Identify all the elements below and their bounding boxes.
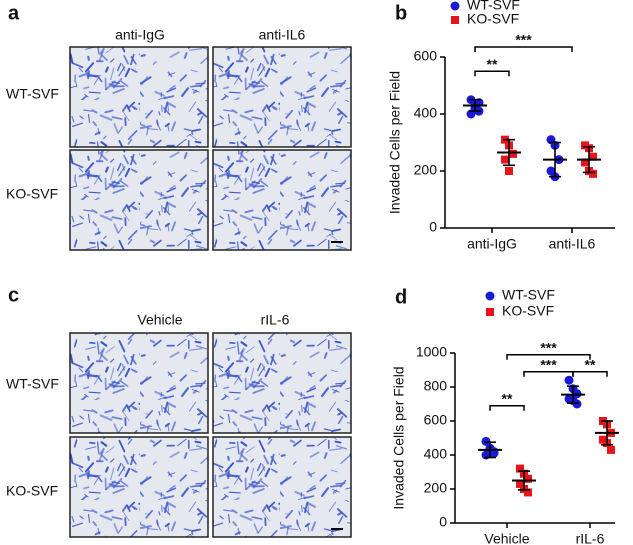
legend-label: WT-SVF [502, 287, 555, 303]
y-tick-label: 200 [424, 480, 448, 496]
micrograph [69, 149, 209, 251]
data-point [572, 399, 582, 409]
significance-bracket [474, 46, 573, 53]
legend-marker [486, 308, 494, 316]
data-point [501, 155, 509, 164]
micrograph [212, 46, 352, 148]
legend-marker [485, 291, 495, 301]
legend-label: WT-SVF [467, 0, 520, 13]
significance-label: ** [487, 56, 498, 72]
y-axis-label: Invaded Cells per Field [391, 366, 407, 509]
legend-label: KO-SVF [502, 303, 554, 319]
x-tick-label: anti-IL6 [549, 236, 596, 252]
x-tick-label: anti-IgG [467, 236, 517, 252]
significance-label: *** [540, 356, 557, 372]
y-tick-label: 1000 [416, 344, 447, 360]
y-tick-label: 0 [429, 219, 437, 235]
data-point [564, 375, 574, 385]
legend-marker [450, 1, 460, 11]
x-tick-label: rIL-6 [576, 531, 605, 545]
legend-marker [451, 16, 459, 24]
y-tick-label: 400 [424, 446, 448, 462]
data-point [589, 152, 597, 161]
data-point [524, 488, 532, 497]
data-point [505, 167, 513, 175]
significance-bracket [523, 370, 574, 377]
y-tick-label: 200 [414, 162, 438, 178]
legend-label: KO-SVF [467, 11, 519, 27]
significance-bracket [506, 353, 591, 360]
significance-label: ** [502, 390, 513, 406]
row-label: KO-SVF [6, 483, 58, 499]
data-point [481, 436, 491, 446]
column-label: Vehicle [137, 312, 182, 328]
significance-label: *** [540, 339, 557, 355]
panel-letter: d [395, 286, 407, 308]
data-point [509, 149, 517, 158]
data-point [516, 464, 524, 473]
micrograph [212, 332, 352, 434]
data-point [516, 479, 524, 488]
column-label: anti-IL6 [259, 27, 306, 43]
micrograph [69, 46, 209, 148]
micrograph [69, 436, 209, 538]
row-label: WT-SVF [6, 86, 59, 102]
significance-bracket [572, 370, 608, 377]
micrograph [69, 332, 209, 434]
data-point [524, 474, 532, 483]
row-label: WT-SVF [6, 376, 59, 392]
data-point [607, 445, 615, 454]
significance-bracket [489, 404, 525, 411]
y-tick-label: 600 [424, 412, 448, 428]
micrograph [212, 436, 352, 538]
data-point [489, 448, 499, 458]
y-tick-label: 600 [414, 48, 438, 64]
y-axis-label: Invaded Cells per Field [387, 71, 403, 214]
panel-letter: a [8, 2, 20, 24]
y-tick-label: 400 [414, 105, 438, 121]
x-tick-label: Vehicle [484, 531, 529, 545]
column-label: rIL-6 [261, 312, 290, 328]
column-label: anti-IgG [115, 27, 165, 43]
y-tick-label: 800 [424, 378, 448, 394]
row-label: KO-SVF [6, 186, 58, 202]
data-point [581, 158, 589, 167]
significance-label: *** [515, 32, 532, 48]
significance-bracket [474, 70, 510, 77]
y-tick-label: 0 [439, 514, 447, 530]
data-point [589, 169, 597, 178]
micrograph [212, 149, 352, 251]
significance-label: ** [585, 356, 596, 372]
panel-letter: c [8, 284, 19, 306]
panel-letter: b [395, 2, 407, 24]
